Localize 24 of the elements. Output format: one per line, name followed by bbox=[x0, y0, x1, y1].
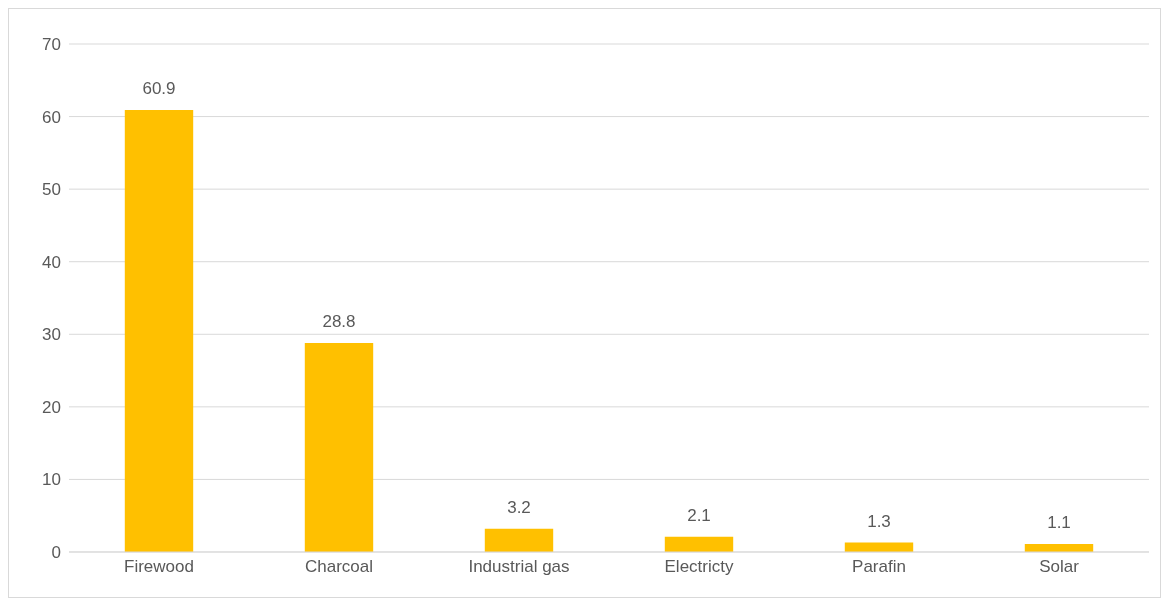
y-tick-label: 60 bbox=[42, 107, 61, 127]
x-tick-label: Solar bbox=[1039, 557, 1080, 577]
x-tick-label: Electricty bbox=[664, 557, 734, 577]
x-tick-label: Firewood bbox=[124, 557, 194, 577]
y-tick-label: 20 bbox=[42, 397, 61, 417]
data-label: 1.1 bbox=[1047, 513, 1071, 533]
y-tick-label: 40 bbox=[42, 252, 61, 272]
data-label: 3.2 bbox=[507, 497, 531, 517]
y-tick-label: 30 bbox=[42, 325, 61, 345]
y-tick-label: 50 bbox=[42, 180, 61, 200]
y-tick-label: 10 bbox=[42, 470, 61, 490]
bar bbox=[304, 342, 374, 552]
y-tick-label: 0 bbox=[51, 543, 61, 563]
data-label: 2.1 bbox=[687, 505, 711, 525]
x-tick-label: Charcoal bbox=[304, 557, 374, 577]
x-tick-label: Industrial gas bbox=[468, 557, 570, 577]
data-label: 60.9 bbox=[142, 79, 176, 99]
data-label: 1.3 bbox=[867, 511, 891, 531]
bar bbox=[664, 536, 734, 552]
x-tick-label: Parafin bbox=[852, 557, 906, 577]
bar bbox=[124, 110, 194, 552]
bar bbox=[484, 528, 554, 552]
data-label: 28.8 bbox=[322, 311, 356, 331]
y-tick-label: 70 bbox=[42, 35, 61, 55]
